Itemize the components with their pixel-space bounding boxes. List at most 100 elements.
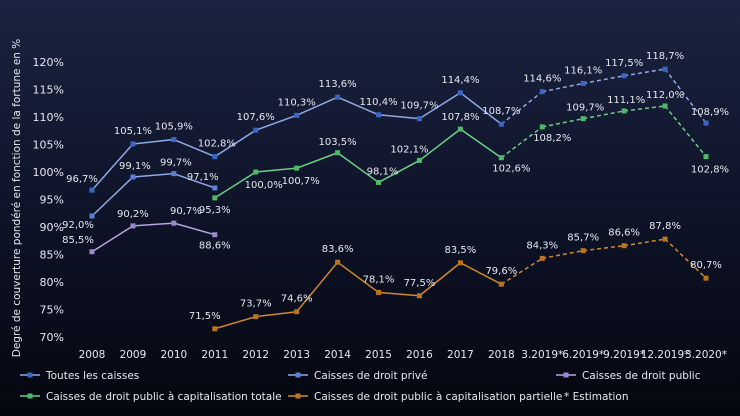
data-label: 114,4% <box>441 75 479 86</box>
series-segment <box>664 238 707 279</box>
data-label: 110,3% <box>278 97 316 108</box>
y-tick-label: 80% <box>40 276 64 289</box>
data-label: 96,7% <box>66 174 98 185</box>
series-segment <box>296 96 338 117</box>
data-label: 95,3% <box>199 205 231 216</box>
y-axis-label: Degré de couverture pondéré en fonction … <box>11 39 23 358</box>
y-tick-label: 105% <box>33 139 64 152</box>
x-tick-label: 2008 <box>79 349 106 361</box>
series-segment <box>419 128 461 162</box>
series-segment <box>500 126 543 159</box>
x-tick-label: 2014 <box>324 349 351 361</box>
series-segment <box>378 291 420 297</box>
series-segment <box>214 315 256 330</box>
series-segment <box>583 75 625 85</box>
data-label: 102,1% <box>390 144 428 155</box>
data-point <box>457 260 463 266</box>
data-label: 114,6% <box>523 74 561 85</box>
y-tick-label: 70% <box>40 331 64 344</box>
data-point <box>621 73 627 79</box>
series-segment <box>296 152 338 169</box>
series-segment <box>624 68 666 77</box>
series-segment <box>583 244 625 252</box>
data-label: 103,5% <box>319 137 357 148</box>
data-label: 90,2% <box>117 209 149 220</box>
data-label: 98,1% <box>367 166 399 177</box>
x-tick-label: 3.2019* <box>521 349 563 361</box>
data-point <box>335 150 341 156</box>
y-tick-label: 115% <box>33 84 64 97</box>
series-segment <box>542 117 584 128</box>
series-segment <box>459 92 502 125</box>
series-segment <box>378 159 420 184</box>
data-point <box>457 90 463 96</box>
series-layer <box>89 66 709 332</box>
series-segment <box>255 310 297 318</box>
data-label: 111,1% <box>607 95 645 106</box>
data-label: 105,1% <box>114 126 152 137</box>
series-segment <box>500 257 543 285</box>
series-segment <box>418 262 461 297</box>
data-point <box>457 126 463 132</box>
data-point <box>130 174 136 180</box>
data-label: 100,0% <box>245 180 283 191</box>
data-point <box>294 309 300 315</box>
legend-marker <box>295 372 301 378</box>
series-segment <box>132 172 174 178</box>
series-segment <box>173 222 216 236</box>
legend-label: Caisses de droit public <box>582 370 701 382</box>
data-point <box>416 157 422 163</box>
data-point <box>171 137 177 143</box>
data-label: 73,7% <box>240 299 272 310</box>
data-point <box>621 243 627 249</box>
data-label: 85,7% <box>567 233 599 244</box>
data-label: 87,8% <box>649 221 681 232</box>
x-tick-label: 2010 <box>160 349 187 361</box>
x-tick-label: 2013 <box>283 349 310 361</box>
data-label: 90,7% <box>170 206 202 217</box>
legend-marker <box>27 393 33 399</box>
y-tick-label: 85% <box>40 249 64 262</box>
series-segment <box>500 91 543 125</box>
data-label: 83,6% <box>322 244 354 255</box>
series-segment <box>459 128 502 159</box>
legend-marker <box>563 372 569 378</box>
data-label: 113,6% <box>319 79 357 90</box>
series-segment <box>132 138 174 145</box>
series-segment <box>255 167 297 173</box>
data-label: 71,5% <box>189 311 221 322</box>
data-point <box>376 112 382 118</box>
series-segment <box>296 261 339 313</box>
data-label: 108,9% <box>691 107 729 118</box>
series-segment <box>337 261 379 294</box>
x-tick-label: 3.2020* <box>685 349 727 361</box>
data-label: 85,5% <box>62 235 94 246</box>
data-point <box>498 281 504 287</box>
data-point <box>662 103 668 109</box>
data-label: 105,9% <box>155 122 193 133</box>
data-point <box>294 112 300 118</box>
data-point <box>662 236 668 242</box>
legend-label: Toutes les caisses <box>45 370 139 382</box>
series-segment <box>173 172 216 189</box>
data-label: 80,7% <box>690 260 722 271</box>
series-segment <box>664 68 707 124</box>
data-point <box>621 108 627 114</box>
data-label: 74,6% <box>281 294 313 305</box>
data-label: 92,0% <box>62 220 94 231</box>
series-segment <box>624 238 666 247</box>
x-tick-label: 6.2019* <box>562 349 604 361</box>
data-point <box>498 121 504 127</box>
data-label: 117,5% <box>605 58 643 69</box>
data-label: 100,7% <box>282 176 320 187</box>
y-tick-label: 90% <box>40 221 64 234</box>
series-segment <box>173 138 216 158</box>
series-segment <box>419 92 461 120</box>
data-point <box>703 154 709 160</box>
series-segment <box>337 96 379 116</box>
data-point <box>89 249 95 255</box>
data-point <box>703 275 709 281</box>
data-label: 107,8% <box>441 112 479 123</box>
data-point <box>212 185 218 191</box>
data-point <box>539 255 545 261</box>
